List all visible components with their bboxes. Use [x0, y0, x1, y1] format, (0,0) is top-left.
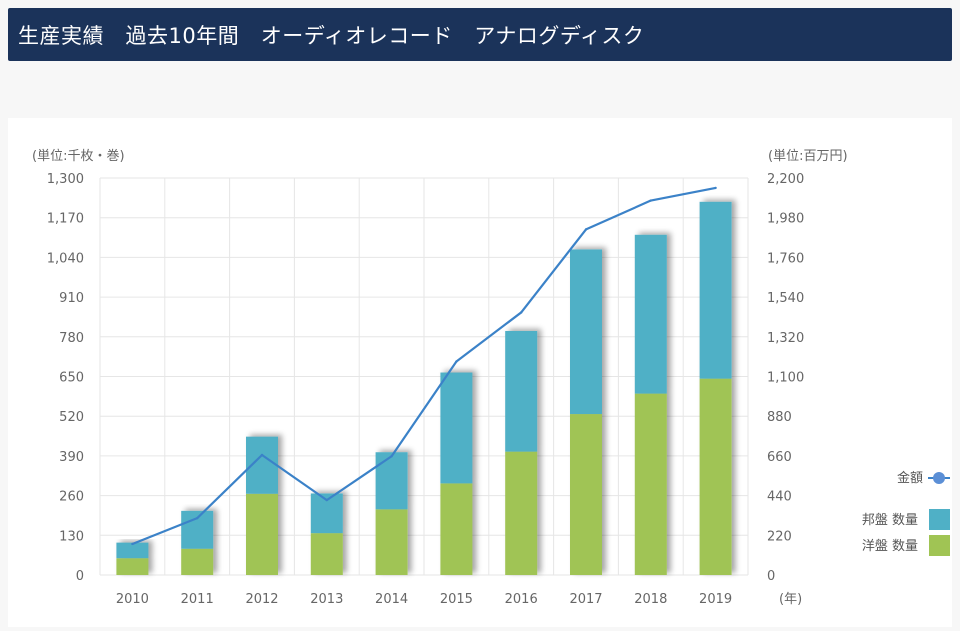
- legend-label-amount: 金額: [897, 470, 923, 486]
- x-tick-label: 2018: [634, 592, 667, 607]
- amount-point-2012: [260, 453, 264, 457]
- bar-domestic-2015: [440, 372, 473, 484]
- right-tick-label: 1,760: [767, 251, 804, 266]
- x-axis-unit: (年): [779, 592, 802, 607]
- left-axis-ticks: 0 130 260 390 520 650 780 910 1,040 1,170 1,300: [47, 172, 84, 584]
- amount-point-2019: [714, 186, 717, 190]
- legend: 金額 邦盤 数量 洋盤 数量: [862, 470, 950, 556]
- right-tick-label: 880: [767, 410, 792, 425]
- x-tick-label: 2011: [181, 592, 214, 607]
- right-tick-label: 1,540: [767, 291, 804, 306]
- left-tick-label: 520: [59, 410, 84, 425]
- bar-stack-2011: [181, 510, 214, 575]
- bar-domestic-2014: [375, 452, 408, 510]
- legend-marker-amount: [933, 472, 945, 484]
- x-tick-label: 2015: [440, 592, 473, 607]
- amount-point-2015: [455, 360, 458, 363]
- right-axis-ticks: 0 220 440 660 880 1,100 1,320 1,540 1,760 1,980 2,…: [767, 172, 804, 584]
- bar-foreign-2015: [440, 483, 473, 575]
- x-tick-label: 2010: [116, 592, 149, 607]
- bar-stack-2014: [375, 452, 408, 575]
- bar-foreign-2017: [570, 414, 602, 575]
- bar-foreign-2012: [246, 493, 278, 575]
- amount-point-2017: [584, 228, 588, 231]
- bar-domestic-2016: [505, 330, 538, 452]
- amount-point-2013: [325, 498, 328, 502]
- bar-stack-2019: [699, 201, 732, 575]
- legend-swatch-domestic: [929, 509, 950, 530]
- bar-foreign-2010: [116, 558, 149, 575]
- left-tick-label: 130: [59, 529, 84, 544]
- bars: [116, 201, 732, 575]
- bar-foreign-2018: [634, 393, 667, 575]
- right-tick-label: 1,980: [767, 212, 804, 227]
- gridlines: [99, 177, 749, 576]
- amount-point-2014: [390, 455, 393, 458]
- left-tick-label: 650: [59, 371, 84, 386]
- bar-foreign-2013: [310, 533, 343, 575]
- x-axis-ticks: 2010 2011 2012 2013 2014 2015 2016 2017 2018 2019: [116, 592, 732, 607]
- left-axis-unit: (単位:千枚・巻): [32, 148, 125, 164]
- right-tick-label: 440: [767, 490, 792, 505]
- right-axis-unit: (単位:百万円): [768, 148, 848, 164]
- left-tick-label: 0: [76, 569, 84, 584]
- bar-domestic-2010: [116, 542, 149, 559]
- bar-foreign-2011: [181, 548, 214, 575]
- x-tick-label: 2014: [375, 592, 408, 607]
- bar-stack-2015: [440, 372, 473, 575]
- x-tick-label: 2019: [699, 592, 732, 607]
- bar-foreign-2016: [505, 451, 538, 575]
- legend-swatch-foreign: [929, 535, 950, 556]
- left-tick-label: 260: [59, 490, 84, 505]
- right-tick-label: 2,200: [767, 172, 804, 187]
- amount-series-line: [131, 186, 716, 545]
- bar-stack-2012: [246, 436, 278, 575]
- bar-stack-2016: [505, 330, 538, 575]
- chart-panel: (単位:千枚・巻) (単位:百万円) (年) 0 130 260 390 520 650 7…: [8, 118, 952, 627]
- x-tick-label: 2013: [310, 592, 343, 607]
- left-tick-label: 1,170: [47, 212, 84, 227]
- left-tick-label: 780: [59, 331, 84, 346]
- bar-foreign-2019: [699, 378, 732, 575]
- bar-stack-2018: [634, 234, 667, 575]
- page-header: 生産実績 過去10年間 オーディオレコード アナログディスク: [8, 8, 952, 61]
- bar-stack-2017: [570, 249, 602, 575]
- bar-domestic-2018: [634, 234, 667, 394]
- legend-label-foreign: 洋盤 数量: [862, 539, 918, 554]
- left-tick-label: 910: [59, 291, 84, 306]
- x-tick-label: 2012: [245, 592, 278, 607]
- right-tick-label: 0: [767, 569, 775, 584]
- chart: (単位:千枚・巻) (単位:百万円) (年) 0 130 260 390 520 650 7…: [32, 148, 950, 607]
- right-tick-label: 660: [767, 450, 792, 465]
- amount-line: [131, 186, 717, 546]
- amount-point-2011: [196, 516, 199, 520]
- legend-label-domestic: 邦盤 数量: [862, 513, 918, 528]
- x-tick-label: 2017: [569, 592, 602, 607]
- bar-domestic-2017: [570, 249, 602, 415]
- left-tick-label: 390: [59, 450, 84, 465]
- right-tick-label: 1,320: [767, 331, 804, 346]
- left-tick-label: 1,300: [47, 172, 84, 187]
- bar-domestic-2011: [181, 510, 214, 549]
- bar-domestic-2019: [699, 201, 732, 379]
- amount-point-2010: [131, 542, 134, 546]
- page-title: 生産実績 過去10年間 オーディオレコード アナログディスク: [18, 23, 645, 48]
- bar-foreign-2014: [375, 509, 408, 575]
- bar-stack-2010: [116, 542, 149, 575]
- left-tick-label: 1,040: [47, 251, 84, 266]
- right-tick-label: 220: [767, 529, 792, 544]
- bar-stack-2013: [310, 493, 343, 575]
- right-tick-label: 1,100: [767, 371, 804, 386]
- x-tick-label: 2016: [505, 592, 538, 607]
- amount-point-2016: [520, 311, 523, 314]
- amount-point-2018: [649, 199, 652, 202]
